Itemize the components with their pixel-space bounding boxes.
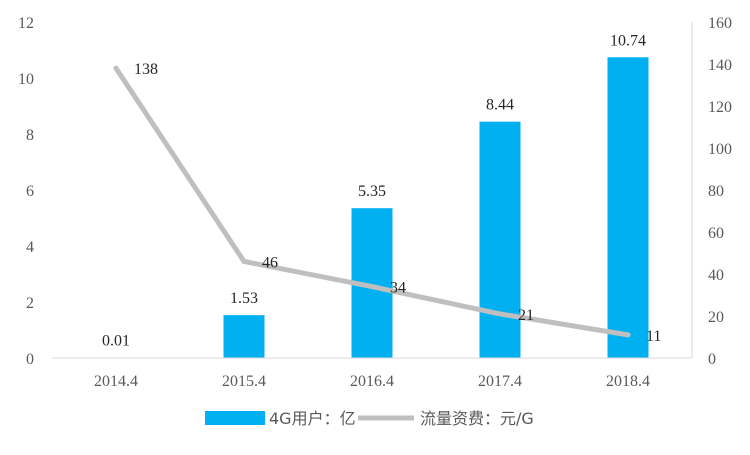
line-value-label: 34 bbox=[390, 280, 406, 297]
bar-value-label: 1.53 bbox=[230, 290, 258, 307]
left-axis-tick-label: 4 bbox=[26, 239, 34, 256]
line-point bbox=[370, 284, 375, 289]
left-axis-tick-label: 12 bbox=[18, 15, 34, 32]
line-value-label: 21 bbox=[518, 307, 534, 324]
x-axis-tick-label: 2014.4 bbox=[94, 373, 138, 390]
right-axis-tick-label: 100 bbox=[708, 141, 732, 158]
x-axis-tick-label: 2017.4 bbox=[478, 373, 522, 390]
right-axis-tick-label: 120 bbox=[708, 99, 732, 116]
line-value-label: 138 bbox=[134, 61, 158, 78]
right-axis-tick-label: 80 bbox=[708, 183, 724, 200]
line-data-labels: 138 46 34 21 11 bbox=[134, 61, 661, 345]
x-axis-ticks: 2014.4 2015.4 2016.4 2017.4 2018.4 bbox=[94, 373, 650, 390]
bar bbox=[224, 315, 265, 358]
line-point bbox=[114, 66, 119, 71]
bar-value-label: 5.35 bbox=[358, 183, 386, 200]
left-axis-tick-label: 10 bbox=[18, 71, 34, 88]
legend-bar-label: 4G用户：亿 bbox=[269, 409, 356, 428]
legend-line-label: 流量资费：元/G bbox=[420, 409, 534, 428]
right-axis-tick-label: 60 bbox=[708, 225, 724, 242]
left-axis-tick-label: 2 bbox=[26, 295, 34, 312]
left-axis-tick-label: 8 bbox=[26, 127, 34, 144]
x-axis-tick-label: 2015.4 bbox=[222, 373, 266, 390]
bar-value-label: 10.74 bbox=[610, 32, 646, 49]
bar bbox=[480, 122, 521, 358]
bar-series bbox=[96, 57, 649, 358]
legend: 4G用户：亿 流量资费：元/G bbox=[205, 409, 534, 428]
x-axis-tick-label: 2018.4 bbox=[606, 373, 650, 390]
x-axis-tick-label: 2016.4 bbox=[350, 373, 394, 390]
line-value-label: 46 bbox=[262, 254, 278, 271]
bar-value-label: 8.44 bbox=[486, 97, 514, 114]
legend-bar-swatch bbox=[205, 411, 265, 425]
line-value-label: 11 bbox=[646, 328, 661, 345]
bar bbox=[608, 57, 649, 358]
bar-value-label: 0.01 bbox=[102, 333, 130, 350]
left-axis-ticks: 0 2 4 6 8 10 12 bbox=[18, 15, 34, 368]
right-axis-ticks: 0 20 40 60 80 100 120 140 160 bbox=[708, 15, 732, 368]
right-axis-tick-label: 40 bbox=[708, 267, 724, 284]
line-point bbox=[626, 332, 631, 337]
left-axis-tick-label: 0 bbox=[26, 351, 34, 368]
line-point bbox=[498, 311, 503, 316]
line-point bbox=[242, 259, 247, 264]
right-axis-tick-label: 0 bbox=[708, 351, 716, 368]
right-axis-tick-label: 140 bbox=[708, 57, 732, 74]
left-axis-tick-label: 6 bbox=[26, 183, 34, 200]
right-axis-tick-label: 160 bbox=[708, 15, 732, 32]
right-axis-tick-label: 20 bbox=[708, 309, 724, 326]
